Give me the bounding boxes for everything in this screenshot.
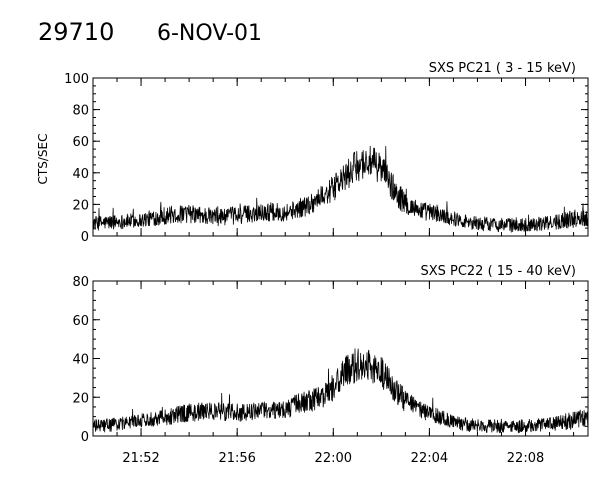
series-line xyxy=(92,145,589,233)
x-tick-label: 21:52 xyxy=(122,451,159,466)
y-tick-label: 100 xyxy=(64,72,89,87)
observation-id: 29710 xyxy=(38,18,114,46)
panels-group: SXS PC21 ( 3 - 15 keV) 0 20 40 60 80 100 CTS/SE… xyxy=(36,61,589,466)
panel-title: SXS PC22 ( 15 - 40 keV) xyxy=(420,264,576,279)
x-tick-label: 21:56 xyxy=(218,451,255,466)
x-tick-label: 22:04 xyxy=(411,451,448,466)
y-tick-label: 60 xyxy=(72,314,89,329)
series-line xyxy=(92,348,589,434)
panel-title: SXS PC21 ( 3 - 15 keV) xyxy=(429,61,576,76)
y-tick-label: 0 xyxy=(81,230,89,245)
y-tick-label: 40 xyxy=(72,167,89,182)
y-axis-label: CTS/SEC xyxy=(36,134,50,185)
chart-panel-1: SXS PC21 ( 3 - 15 keV) 0 20 40 60 80 100 CTS/SE… xyxy=(36,61,589,245)
y-tick-label: 0 xyxy=(81,430,89,445)
y-tick-label: 40 xyxy=(72,353,89,368)
y-tick-label: 20 xyxy=(72,198,89,213)
y-tick-label: 60 xyxy=(72,135,89,150)
plot-frame xyxy=(92,280,589,437)
y-tick-label: 20 xyxy=(72,391,89,406)
y-tick-label: 80 xyxy=(72,104,89,119)
x-tick-label: 22:00 xyxy=(315,451,352,466)
chart-panel-2: SXS PC22 ( 15 - 40 keV) 0 20 40 60 80 21:52 21:… xyxy=(72,264,589,466)
observation-date: 6-NOV-01 xyxy=(157,21,262,46)
y-tick-label: 80 xyxy=(72,275,89,290)
x-tick-label: 22:08 xyxy=(507,451,544,466)
